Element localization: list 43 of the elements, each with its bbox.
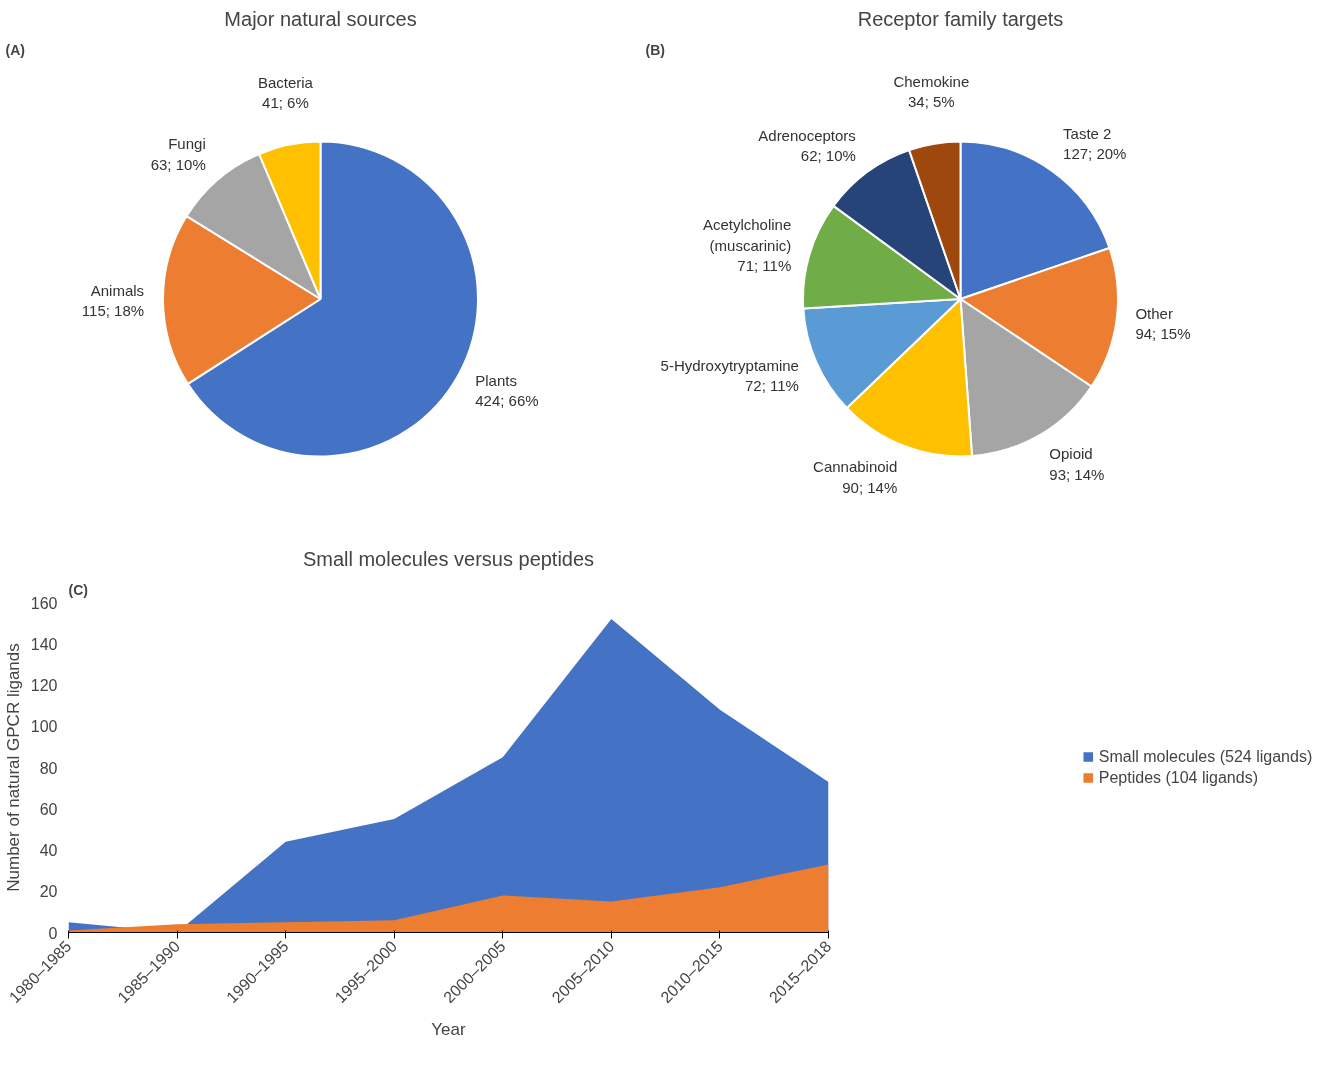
slice-label: Taste 2 xyxy=(1063,125,1112,143)
data-label: 94; 15% xyxy=(1135,325,1191,343)
y-tick-label: 160 xyxy=(30,594,58,612)
slice-label: Other xyxy=(1135,304,1173,322)
data-label: 115; 18% xyxy=(81,302,145,320)
y-tick-label: 40 xyxy=(39,842,58,859)
legend-label: Peptides (104 ligands) xyxy=(1098,768,1258,787)
data-label: 127; 20% xyxy=(1063,145,1127,163)
y-tick-label: 80 xyxy=(39,759,58,777)
y-tick-label: 20 xyxy=(39,883,58,901)
y-tick-label: 0 xyxy=(48,924,58,942)
data-label: 90; 14% xyxy=(842,478,898,496)
data-label: 62; 10% xyxy=(800,147,856,165)
data-label: 93; 14% xyxy=(1049,465,1105,483)
chart-title: Major natural sources xyxy=(224,7,417,30)
data-label: 41; 6% xyxy=(262,94,309,112)
text: (A) xyxy=(5,41,25,58)
data-label: 63; 10% xyxy=(150,155,206,173)
data-label: 424; 66% xyxy=(475,392,539,410)
legend-label: Small molecules (524 ligands) xyxy=(1098,747,1313,766)
slice-label: Opioid xyxy=(1049,445,1093,463)
data-label: 72; 11% xyxy=(744,377,799,395)
x-axis-title: Year xyxy=(431,1020,467,1040)
y-tick-label: 120 xyxy=(30,677,58,694)
chart-title: Receptor family targets xyxy=(857,7,1064,30)
slice-label: Acetylcholine (muscarinic) xyxy=(702,216,792,254)
data-label: 71; 11% xyxy=(737,257,792,275)
text: (C) xyxy=(68,581,88,598)
slice-label: Cannabinoid xyxy=(813,458,898,476)
y-tick-label: 100 xyxy=(30,718,58,736)
text: (B) xyxy=(645,41,665,58)
y-axis-title: Number of natural GPCR ligands xyxy=(3,643,23,892)
data-label: 34; 5% xyxy=(907,92,955,110)
slice-label: Chemokine xyxy=(893,72,970,90)
y-tick-label: 60 xyxy=(39,800,58,818)
slice-label: Animals xyxy=(90,281,145,299)
slice-label: Plants xyxy=(475,371,517,389)
slice-label: Fungi xyxy=(168,135,206,153)
slice-label: Adrenoceptors xyxy=(758,126,856,144)
slice-label: 5-Hydroxytryptamine xyxy=(660,356,799,374)
slice-label: Bacteria xyxy=(257,73,314,91)
chart-title: Small molecules versus peptides xyxy=(302,547,595,570)
y-tick-label: 140 xyxy=(30,635,58,653)
